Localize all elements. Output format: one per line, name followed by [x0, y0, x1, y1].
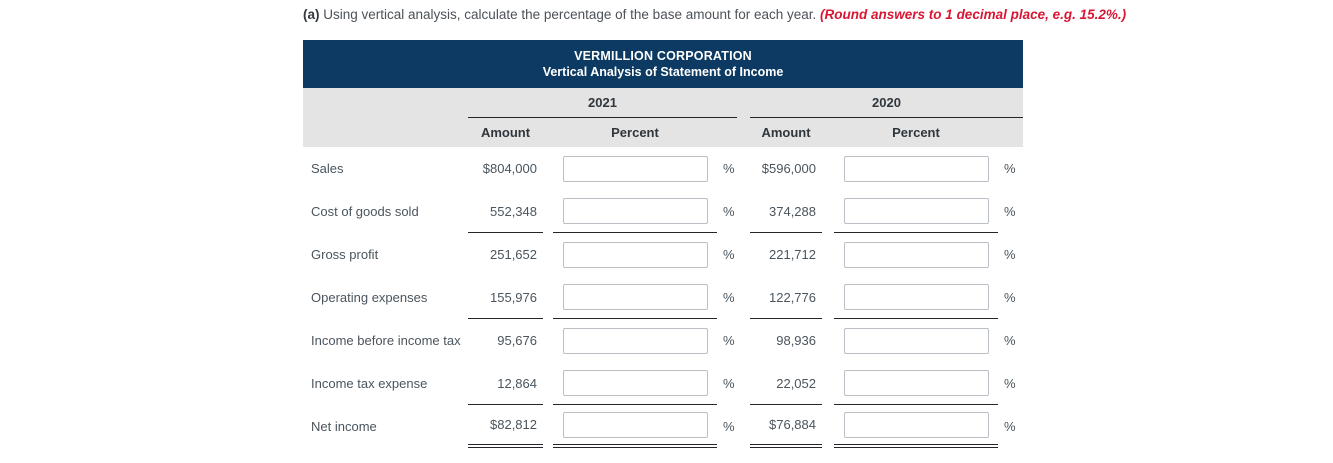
percent-input-2021[interactable]	[563, 411, 708, 438]
year-header-gap	[737, 88, 750, 118]
year-header-spacer	[303, 88, 468, 118]
amount-2020: $596,000	[761, 161, 816, 176]
instruction: (a) Using vertical analysis, calculate t…	[303, 7, 1126, 22]
percent-input-2020[interactable]	[844, 155, 989, 182]
amount-2021: $804,000	[482, 161, 537, 176]
row-label: Gross profit	[311, 247, 379, 262]
amount-2021: 95,676	[497, 333, 537, 348]
percent-sign: %	[723, 419, 735, 434]
percent-sign: %	[1004, 290, 1016, 305]
table-row-net-income: Net income $82,812 % $76,884 %	[303, 405, 1023, 448]
table-row-income-before-income-tax: Income before income tax 95,676 % 98,936…	[303, 319, 1023, 362]
amount-2021: $82,812	[468, 405, 543, 448]
percent-sign: %	[1004, 247, 1016, 262]
percent-input-2020[interactable]	[844, 411, 989, 438]
table-body: Sales $804,000 % $596,000 % Cost of good…	[303, 147, 1023, 448]
percent-sign: %	[1004, 204, 1016, 219]
percent-input-2020[interactable]	[844, 198, 989, 224]
row-label: Income before income tax	[311, 333, 461, 348]
percent-input-2020[interactable]	[844, 327, 989, 354]
percent-input-2021[interactable]	[563, 198, 708, 224]
amount-2020: 221,712	[769, 247, 816, 262]
percent-input-2021[interactable]	[563, 327, 708, 354]
table-row-sales: Sales $804,000 % $596,000 %	[303, 147, 1023, 190]
percent-input-2021[interactable]	[563, 370, 708, 396]
year-column-2020: 2020	[750, 88, 1023, 118]
amount-2021: 155,976	[468, 276, 543, 319]
statement-title: Vertical Analysis of Statement of Income	[542, 65, 784, 79]
amount-2020: $76,884	[750, 405, 822, 448]
amount-2020: 98,936	[776, 333, 816, 348]
amount-2020: 374,288	[750, 190, 822, 233]
row-label: Operating expenses	[311, 290, 428, 305]
company-name: VERMILLION CORPORATION	[574, 49, 752, 63]
percent-header-2020: Percent	[892, 125, 940, 140]
table-header: 2021 2020 Amount Percent Amount Percent	[303, 88, 1023, 147]
row-label: Net income	[311, 419, 377, 434]
year-column-2021: 2021	[468, 88, 737, 118]
percent-sign: %	[1004, 333, 1016, 348]
year-header-row: 2021 2020	[303, 88, 1023, 118]
vertical-analysis-table: VERMILLION CORPORATION Vertical Analysis…	[303, 40, 1023, 448]
percent-sign: %	[723, 204, 735, 219]
percent-header-2021: Percent	[611, 125, 659, 140]
amount-header-2021: Amount	[480, 125, 531, 140]
percent-sign: %	[723, 376, 735, 391]
percent-input-2021[interactable]	[563, 284, 708, 310]
row-label: Income tax expense	[311, 376, 428, 391]
row-label: Sales	[311, 161, 344, 176]
table-row-operating-expenses: Operating expenses 155,976 % 122,776 %	[303, 276, 1023, 319]
table-row-gross-profit: Gross profit 251,652 % 221,712 %	[303, 233, 1023, 276]
amount-2021: 251,652	[490, 247, 537, 262]
instruction-note: (Round answers to 1 decimal place, e.g. …	[820, 7, 1127, 22]
amount-2020: 122,776	[750, 276, 822, 319]
amount-2020: 22,052	[750, 362, 822, 405]
percent-sign: %	[1004, 376, 1016, 391]
table-row-cost-of-goods-sold: Cost of goods sold 552,348 % 374,288 %	[303, 190, 1023, 233]
percent-input-2021[interactable]	[563, 155, 708, 182]
percent-input-2020[interactable]	[844, 284, 989, 310]
instruction-text: Using vertical analysis, calculate the p…	[319, 7, 821, 22]
percent-sign: %	[723, 161, 735, 176]
amount-2021: 552,348	[468, 190, 543, 233]
percent-sign: %	[723, 333, 735, 348]
percent-sign: %	[1004, 161, 1016, 176]
percent-input-2021[interactable]	[563, 241, 708, 268]
table-title-bar: VERMILLION CORPORATION Vertical Analysis…	[303, 40, 1023, 88]
amount-header-2020: Amount	[761, 125, 811, 140]
percent-input-2020[interactable]	[844, 370, 989, 396]
percent-input-2020[interactable]	[844, 241, 989, 268]
amount-2021: 12,864	[468, 362, 543, 405]
table-row-income-tax-expense: Income tax expense 12,864 % 22,052 %	[303, 362, 1023, 405]
percent-sign: %	[1004, 419, 1016, 434]
row-label: Cost of goods sold	[311, 204, 419, 219]
percent-sign: %	[723, 290, 735, 305]
subheader-row: Amount Percent Amount Percent	[303, 118, 1023, 147]
percent-sign: %	[723, 247, 735, 262]
instruction-part-label: (a)	[303, 7, 320, 22]
